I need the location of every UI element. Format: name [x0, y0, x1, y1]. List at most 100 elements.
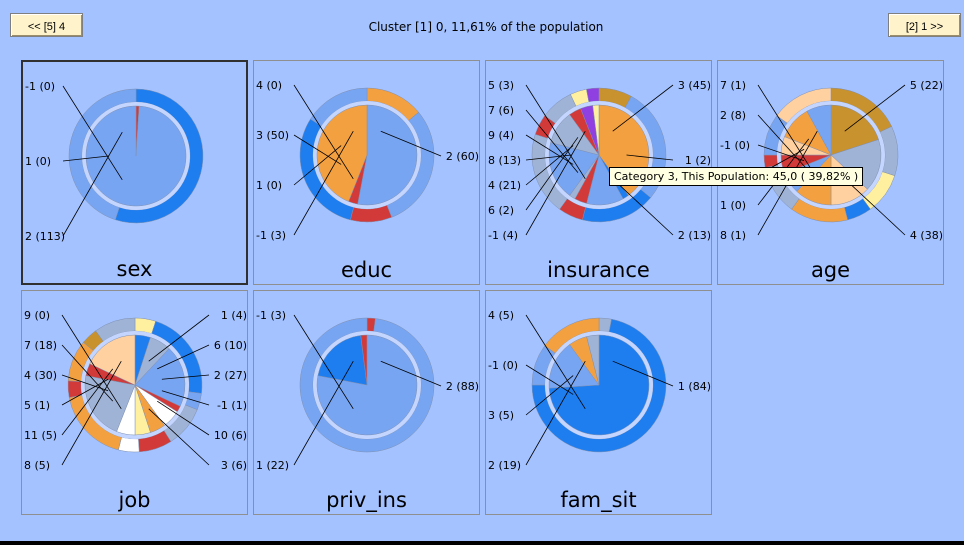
leader-line-fam-sit	[525, 314, 586, 410]
outer-ring-segment-insurance[interactable]	[586, 87, 600, 103]
leader-line-job	[148, 314, 210, 362]
window-bottom-edge	[0, 541, 964, 545]
panel-title-fam-sit: fam_sit	[560, 488, 637, 512]
donut-chart-fam-sit: 4 (5) -1 (0) 3 (5) 2 (19) 1 (84)	[488, 309, 711, 472]
category-label-insurance: 6 (2)	[488, 204, 514, 217]
chart-panel-priv-ins[interactable]: -1 (3) 1 (22) 2 (88) priv_ins	[253, 290, 480, 515]
previous-cluster-button[interactable]: << [5] 4	[10, 13, 83, 37]
panel-title-sex: sex	[116, 257, 153, 281]
inner-ring-segment-age[interactable]	[806, 104, 832, 156]
chart-panel-educ[interactable]: 4 (0) 3 (50) 1 (0) -1 (3) 2 (60) educ	[253, 60, 480, 285]
leader-line-fam-sit	[525, 375, 574, 416]
panel-title-insurance: insurance	[547, 258, 650, 282]
category-label-job: -1 (1)	[217, 399, 247, 412]
leader-line-job	[61, 344, 114, 402]
cluster-title: Cluster [1] 0, 11,61% of the population	[368, 20, 604, 34]
leader-line-insurance	[525, 154, 572, 161]
category-label-job: 2 (27)	[214, 369, 247, 382]
category-label-job: 6 (10)	[214, 339, 247, 352]
leader-line-fam-sit	[612, 360, 674, 387]
inner-ring-segment-sex[interactable]	[85, 105, 187, 207]
inner-ring-segment-age[interactable]	[830, 104, 879, 156]
category-label-job: 9 (0)	[24, 309, 50, 322]
category-label-sex: -1 (0)	[25, 80, 55, 93]
category-label-insurance: 8 (13)	[488, 154, 521, 167]
leader-line-job	[61, 378, 109, 406]
leader-line-age	[757, 84, 818, 180]
panel-title-educ: educ	[340, 258, 393, 282]
category-label-insurance: 1 (2)	[685, 154, 711, 167]
leader-line-job	[161, 374, 210, 380]
panel-title-job: job	[118, 488, 151, 512]
inner-ring-segment-fam-sit[interactable]	[586, 334, 600, 386]
chart-panel-job[interactable]: 9 (0) 7 (18) 4 (30) 5 (1) 11 (5) 8 (5) 1 (4) 6 …	[21, 290, 248, 515]
category-label-insurance: 3 (45)	[678, 79, 711, 92]
category-label-fam-sit: 2 (19)	[488, 459, 521, 472]
leader-line-sex	[62, 85, 123, 181]
leader-line-job	[61, 360, 122, 466]
category-label-insurance: 2 (13)	[678, 229, 711, 242]
leader-line-educ	[380, 130, 442, 157]
category-label-insurance: 7 (6)	[488, 104, 514, 117]
category-label-insurance: 5 (3)	[488, 79, 514, 92]
category-label-educ: 3 (50)	[256, 129, 289, 142]
leader-line-insurance	[525, 137, 579, 211]
category-label-job: 3 (6)	[221, 459, 247, 472]
category-label-insurance: -1 (4)	[488, 229, 518, 242]
chart-panel-sex[interactable]: -1 (0) 1 (0) 2 (113) sex	[21, 60, 248, 285]
next-cluster-button[interactable]: [2] 1 >>	[888, 13, 961, 37]
category-label-educ: 2 (60)	[446, 150, 479, 163]
category-label-sex: 1 (0)	[25, 155, 51, 168]
leader-line-age	[844, 84, 906, 132]
inner-ring-segment-job[interactable]	[134, 348, 186, 407]
inner-ring-segment-fam-sit[interactable]	[548, 344, 600, 389]
inner-ring-segment-educ[interactable]	[357, 104, 418, 206]
category-tooltip: Category 3, This Population: 45,0 ( 39,8…	[609, 167, 864, 186]
leader-line-insurance	[626, 154, 674, 161]
category-label-age: 4 (38)	[910, 229, 943, 242]
category-label-job: 10 (6)	[214, 429, 247, 442]
leader-line-educ	[293, 145, 342, 186]
category-label-job: 1 (4)	[221, 309, 247, 322]
panel-title-priv-ins: priv_ins	[326, 488, 407, 512]
leader-line-sex	[62, 131, 123, 237]
leader-line-job	[61, 314, 122, 410]
category-label-insurance: 9 (4)	[488, 129, 514, 142]
category-label-job: 4 (30)	[24, 369, 57, 382]
donut-chart-sex: -1 (0) 1 (0) 2 (113)	[25, 80, 204, 243]
leader-line-insurance	[525, 130, 586, 236]
category-label-priv-ins: 1 (22)	[256, 459, 289, 472]
inner-ring-segment-job[interactable]	[84, 375, 136, 432]
leader-line-insurance	[612, 84, 674, 132]
leader-line-priv-ins	[293, 314, 354, 410]
category-label-job: 8 (5)	[24, 459, 50, 472]
panel-title-age: age	[810, 258, 851, 282]
leader-line-educ	[293, 84, 354, 180]
inner-ring-segment-age[interactable]	[830, 139, 882, 190]
category-label-educ: 4 (0)	[256, 79, 282, 92]
donut-chart-priv-ins: -1 (3) 1 (22) 2 (88)	[256, 309, 479, 472]
outer-ring-segment-job[interactable]	[118, 436, 140, 453]
inner-ring-segment-priv-ins[interactable]	[360, 334, 368, 386]
category-label-educ: 1 (0)	[256, 179, 282, 192]
donut-chart-educ: 4 (0) 3 (50) 1 (0) -1 (3) 2 (60)	[256, 79, 479, 242]
leader-line-job	[61, 368, 114, 436]
category-label-job: 5 (1)	[24, 399, 50, 412]
leader-line-fam-sit	[525, 364, 574, 395]
donut-chart-job: 9 (0) 7 (18) 4 (30) 5 (1) 11 (5) 8 (5) 1 (4) 6 …	[24, 309, 247, 472]
leader-line-age	[757, 144, 805, 162]
outer-ring-segment-age[interactable]	[763, 154, 779, 168]
leader-line-job	[148, 408, 210, 466]
inner-ring-segment-job[interactable]	[89, 334, 136, 386]
category-label-fam-sit: 1 (84)	[678, 380, 711, 393]
category-label-fam-sit: -1 (0)	[488, 359, 518, 372]
leader-line-insurance	[612, 178, 674, 236]
category-label-age: 7 (1)	[720, 79, 746, 92]
chart-panel-fam-sit[interactable]: 4 (5) -1 (0) 3 (5) 2 (19) 1 (84) fam_sit	[485, 290, 712, 515]
leader-line-insurance	[525, 145, 574, 186]
inner-ring-segment-insurance[interactable]	[592, 104, 600, 156]
inner-ring-segment-educ[interactable]	[316, 104, 368, 202]
category-label-fam-sit: 4 (5)	[488, 309, 514, 322]
leader-line-age	[844, 178, 906, 236]
